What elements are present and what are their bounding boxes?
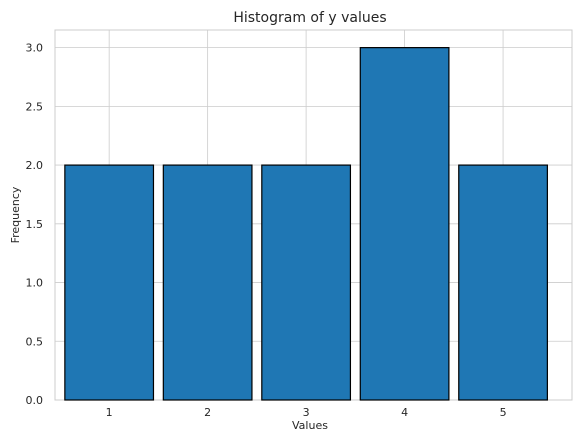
- x-axis-label: Values: [292, 419, 328, 432]
- histogram-bar-2: [162, 164, 253, 401]
- x-tick-label: 1: [106, 406, 113, 419]
- chart-title: Histogram of y values: [233, 10, 386, 26]
- y-tick-labels: 0.0 0.5 1.0 1.5 2.0 2.5 3.0: [26, 42, 44, 407]
- x-tick-labels: 1 2 3 4 5: [106, 406, 507, 419]
- x-tick-label: 2: [204, 406, 211, 419]
- histogram-bar-3: [261, 164, 352, 401]
- y-tick-label: 0.0: [26, 394, 44, 407]
- histogram-bar-4: [359, 47, 450, 401]
- bars-layer: [64, 47, 548, 401]
- y-tick-label: 2.5: [26, 100, 44, 113]
- histogram-bar-1: [64, 164, 155, 401]
- y-axis-label: Frequency: [9, 186, 22, 243]
- y-tick-label: 0.5: [26, 335, 44, 348]
- y-tick-label: 1.0: [26, 277, 44, 290]
- x-tick-label: 3: [303, 406, 310, 419]
- y-tick-label: 2.0: [26, 159, 44, 172]
- x-tick-label: 5: [500, 406, 507, 419]
- x-tick-label: 4: [401, 406, 408, 419]
- y-tick-label: 3.0: [26, 42, 44, 55]
- histogram-bar-5: [458, 164, 548, 401]
- y-tick-label: 1.5: [26, 218, 44, 231]
